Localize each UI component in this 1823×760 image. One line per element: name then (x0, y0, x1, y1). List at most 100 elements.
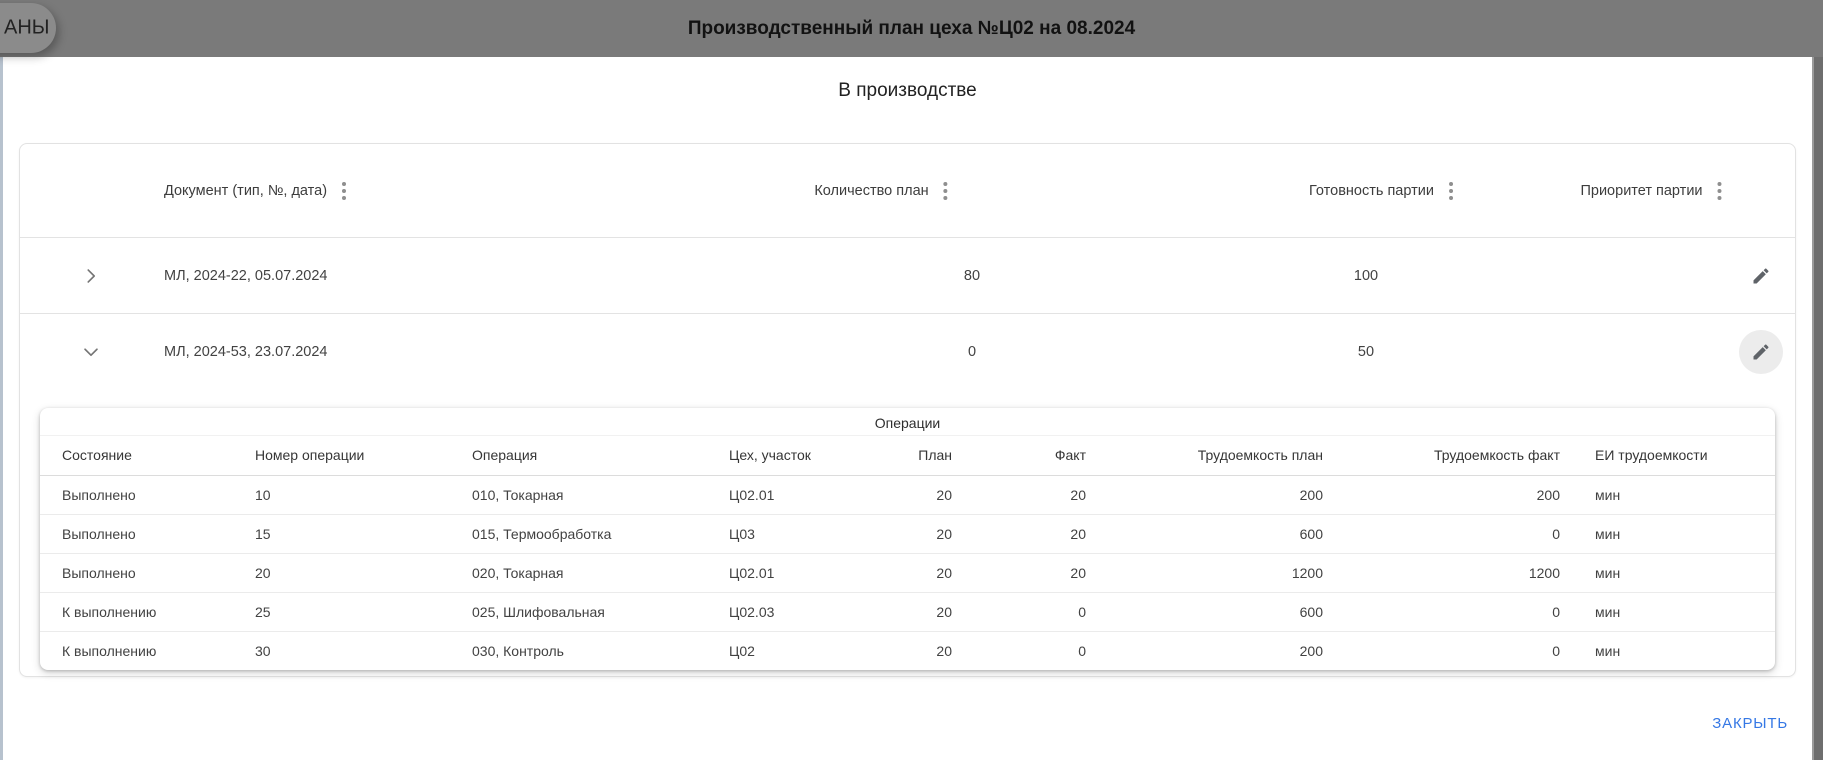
documents-table-header: Документ (тип, №, дата) Количество план … (20, 144, 1795, 238)
state-cell: Выполнено (40, 475, 233, 515)
document-cell: МЛ, 2024-22, 05.07.2024 (164, 267, 328, 284)
ops-col-labor-fact: Трудоемкость факт (1333, 436, 1570, 476)
document-cell: МЛ, 2024-53, 23.07.2024 (164, 344, 328, 360)
fact-cell: 0 (1078, 642, 1086, 659)
op-number-cell: 10 (233, 475, 450, 515)
production-plan-dialog: В производстве Документ (тип, №, дата) К… (3, 57, 1812, 760)
fact-cell: 20 (962, 514, 1096, 554)
operations-table-title: Операции (40, 408, 1775, 436)
state-cell: К выполнению (62, 642, 157, 659)
labor-plan-cell: 600 (1096, 592, 1333, 632)
backdrop-left-edge (0, 57, 3, 760)
window-title: Производственный план цеха №Ц02 на 08.20… (687, 17, 1136, 39)
labor-unit-cell: мин (1570, 553, 1775, 593)
operation-row: К выполнению 30 030, Контроль Ц02 20 0 2… (40, 631, 1775, 670)
operation-row: Выполнено 10 010, Токарная Ц02.01 20 20 … (40, 475, 1775, 515)
document-row: МЛ, 2024-53, 23.07.2024 0 50 (20, 314, 1795, 390)
ops-col-fact: Факт (962, 436, 1096, 476)
labor-unit-cell: мин (1570, 592, 1775, 632)
column-menu-icon[interactable] (942, 180, 950, 202)
operation-cell: 020, Токарная (450, 553, 707, 593)
batch-readiness-cell: 50 (1357, 344, 1375, 360)
operations-header-row: Состояние Номер операции Операция Цех, у… (40, 436, 1775, 476)
op-number-cell: 15 (233, 514, 450, 554)
column-header-document: Документ (тип, №, дата) (164, 180, 348, 202)
ops-col-labor-unit: ЕИ трудоемкости (1570, 436, 1775, 476)
labor-fact-cell: 0 (1552, 642, 1560, 659)
close-button[interactable]: ЗАКРЫТЬ (1712, 715, 1788, 732)
operation-cell: 030, Контроль (472, 642, 564, 659)
backdrop-right-edge (1812, 57, 1823, 760)
collapse-row-button[interactable] (76, 337, 106, 367)
operation-row: Выполнено 20 020, Токарная Ц02.01 20 20 … (40, 553, 1775, 593)
column-header-batch-priority: Приоритет партии (1580, 180, 1723, 202)
ops-col-state: Состояние (40, 436, 233, 476)
state-cell: К выполнению (40, 592, 233, 632)
labor-fact-cell: 0 (1333, 514, 1570, 554)
op-number-cell: 25 (233, 592, 450, 632)
labor-plan-cell: 200 (1096, 475, 1333, 515)
operation-row: Выполнено 15 015, Термообработка Ц03 20 … (40, 514, 1775, 554)
labor-unit-cell: мин (1570, 475, 1775, 515)
ops-col-number: Номер операции (233, 436, 450, 476)
workshop-cell: Ц02 (729, 642, 755, 659)
workshop-cell: Ц03 (707, 514, 887, 554)
ops-col-labor-plan: Трудоемкость план (1096, 436, 1333, 476)
operation-cell: 010, Токарная (450, 475, 707, 515)
plans-tab[interactable]: АНЫ (0, 3, 56, 53)
chevron-down-icon (80, 341, 102, 363)
chevron-right-icon (80, 265, 102, 287)
column-header-quantity-plan-label: Количество план (814, 182, 929, 199)
plan-cell: 20 (887, 553, 962, 593)
operations-grid: Состояние Номер операции Операция Цех, у… (40, 436, 1775, 670)
fact-cell: 0 (962, 592, 1096, 632)
labor-plan-cell: 1200 (1096, 553, 1333, 593)
row-expansion-panel: Операции Состояние Номер операции Операц… (20, 390, 1795, 676)
edit-row-button[interactable] (1739, 254, 1783, 298)
labor-plan-cell: 200 (1299, 642, 1323, 659)
labor-plan-cell: 600 (1096, 514, 1333, 554)
plan-cell: 20 (887, 475, 962, 515)
operation-cell: 015, Термообработка (450, 514, 707, 554)
column-menu-icon[interactable] (1716, 180, 1724, 202)
plans-tab-label: АНЫ (4, 16, 50, 39)
quantity-plan-cell: 80 (963, 267, 981, 284)
ops-col-workshop: Цех, участок (707, 436, 887, 476)
column-header-quantity-plan: Количество план (814, 180, 949, 202)
labor-unit-cell: мин (1595, 642, 1621, 659)
plan-cell: 20 (887, 592, 962, 632)
column-header-document-label: Документ (тип, №, дата) (164, 182, 328, 199)
state-cell: Выполнено (40, 553, 233, 593)
fact-cell: 20 (962, 475, 1096, 515)
column-menu-icon[interactable] (1447, 180, 1455, 202)
fact-cell: 20 (962, 553, 1096, 593)
column-header-batch-readiness: Готовность партии (1309, 180, 1455, 202)
backdrop-header: АНЫ Производственный план цеха №Ц02 на 0… (0, 0, 1823, 57)
labor-fact-cell: 0 (1333, 592, 1570, 632)
plan-cell: 20 (936, 642, 952, 659)
workshop-cell: Ц02.01 (707, 553, 887, 593)
workshop-cell: Ц02.01 (707, 475, 887, 515)
pencil-icon (1751, 266, 1771, 286)
expand-row-button[interactable] (76, 261, 106, 291)
dialog-heading: В производстве (838, 80, 977, 101)
column-header-batch-priority-label: Приоритет партии (1580, 182, 1703, 199)
labor-fact-cell: 1200 (1333, 553, 1570, 593)
ops-col-operation: Операция (450, 436, 707, 476)
document-row: МЛ, 2024-22, 05.07.2024 80 100 (20, 238, 1795, 314)
operation-cell: 025, Шлифовальная (450, 592, 707, 632)
operations-table: Операции Состояние Номер операции Операц… (40, 408, 1775, 670)
state-cell: Выполнено (40, 514, 233, 554)
ops-col-plan: План (887, 436, 962, 476)
labor-unit-cell: мин (1570, 514, 1775, 554)
workshop-cell: Ц02.03 (707, 592, 887, 632)
edit-row-button[interactable] (1739, 330, 1783, 374)
column-menu-icon[interactable] (340, 180, 348, 202)
op-number-cell: 20 (233, 553, 450, 593)
labor-fact-cell: 200 (1333, 475, 1570, 515)
quantity-plan-cell: 0 (967, 344, 977, 360)
dialog-actions: ЗАКРЫТЬ (3, 677, 1812, 732)
column-header-batch-readiness-label: Готовность партии (1309, 182, 1434, 199)
batch-readiness-cell: 100 (1353, 267, 1379, 284)
operation-row: К выполнению 25 025, Шлифовальная Ц02.03… (40, 592, 1775, 632)
